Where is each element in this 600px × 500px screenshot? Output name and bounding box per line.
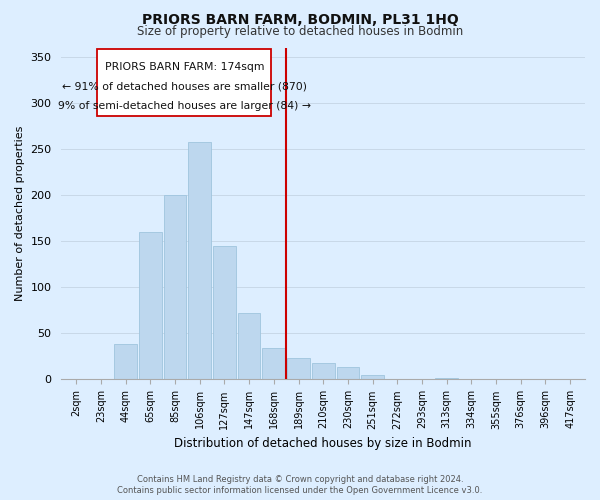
X-axis label: Distribution of detached houses by size in Bodmin: Distribution of detached houses by size …	[175, 437, 472, 450]
Bar	[164, 195, 187, 380]
Bar	[312, 363, 335, 380]
Text: Contains public sector information licensed under the Open Government Licence v3: Contains public sector information licen…	[118, 486, 482, 495]
Bar	[139, 232, 161, 380]
Text: PRIORS BARN FARM: 174sqm: PRIORS BARN FARM: 174sqm	[104, 62, 264, 72]
Text: 9% of semi-detached houses are larger (84) →: 9% of semi-detached houses are larger (8…	[58, 101, 311, 111]
Text: Contains HM Land Registry data © Crown copyright and database right 2024.: Contains HM Land Registry data © Crown c…	[137, 475, 463, 484]
Bar	[337, 366, 359, 380]
FancyBboxPatch shape	[97, 50, 271, 116]
Text: Size of property relative to detached houses in Bodmin: Size of property relative to detached ho…	[137, 25, 463, 38]
Y-axis label: Number of detached properties: Number of detached properties	[15, 126, 25, 301]
Bar	[509, 378, 532, 380]
Bar	[262, 348, 285, 380]
Bar	[213, 246, 236, 380]
Text: ← 91% of detached houses are smaller (870): ← 91% of detached houses are smaller (87…	[62, 82, 307, 92]
Text: PRIORS BARN FARM, BODMIN, PL31 1HQ: PRIORS BARN FARM, BODMIN, PL31 1HQ	[142, 12, 458, 26]
Bar	[436, 378, 458, 380]
Bar	[114, 344, 137, 380]
Bar	[238, 313, 260, 380]
Bar	[188, 142, 211, 380]
Bar	[287, 358, 310, 380]
Bar	[361, 375, 384, 380]
Bar	[386, 378, 409, 380]
